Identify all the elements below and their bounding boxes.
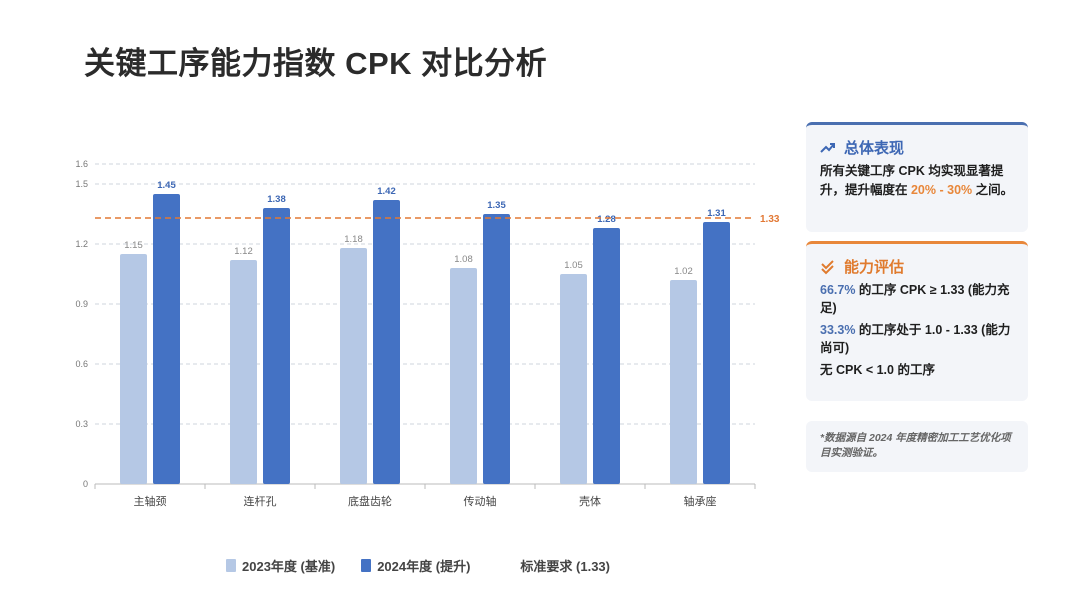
bar-2023 bbox=[560, 274, 587, 484]
y-tick-label: 1.6 bbox=[75, 159, 88, 169]
data-label: 1.45 bbox=[157, 180, 176, 191]
data-label: 1.42 bbox=[377, 186, 396, 197]
chart-legend: 2023年度 (基准) 2024年度 (提升) 标准要求 (1.33) bbox=[226, 556, 636, 575]
bar-2024 bbox=[373, 200, 400, 484]
ability-line-none-below: 无 CPK < 1.0 的工序 bbox=[820, 363, 935, 377]
data-label: 1.18 bbox=[344, 234, 363, 245]
ability-card-title: 能力评估 bbox=[844, 259, 905, 276]
y-tick-label: 0.3 bbox=[75, 419, 88, 429]
legend-item-2024: 2024年度 (提升) bbox=[361, 556, 470, 575]
bar-2024 bbox=[263, 208, 290, 484]
data-source-note: *数据源自 2024 年度精密加工工艺优化项目实测验证。 bbox=[806, 421, 1028, 472]
data-label: 1.38 bbox=[267, 194, 286, 205]
cpk-bar-chart: 0 0.3 0.6 0.9 1.2 1.5 1.6 1.15 1.45 主轴颈 1.12 1.38 连杆… bbox=[75, 159, 780, 508]
x-tick-label: 主轴颈 bbox=[134, 494, 167, 508]
data-label: 1.05 bbox=[564, 260, 583, 271]
ability-line-acceptable: 33.3% 的工序处于 1.0 - 1.33 (能力尚可) bbox=[820, 323, 1011, 355]
bar-2024 bbox=[703, 222, 730, 484]
x-tick-label: 轴承座 bbox=[684, 494, 717, 508]
legend-item-2023: 2023年度 (基准) bbox=[226, 556, 335, 575]
bar-2023 bbox=[120, 254, 147, 484]
x-tick-label: 壳体 bbox=[579, 494, 601, 508]
data-label: 1.12 bbox=[234, 246, 253, 257]
bar-2024 bbox=[593, 228, 620, 484]
overall-card-text: 所有关键工序 CPK 均实现显著提升，提升幅度在 20% - 30% 之间。 bbox=[820, 164, 1014, 197]
data-label: 1.15 bbox=[124, 240, 143, 251]
bar-2024 bbox=[153, 194, 180, 484]
data-label: 1.31 bbox=[707, 208, 726, 219]
bar-2023 bbox=[450, 268, 477, 484]
overall-card-title: 总体表现 bbox=[844, 140, 905, 157]
overall-performance-card: 总体表现 所有关键工序 CPK 均实现显著提升，提升幅度在 20% - 30% … bbox=[806, 122, 1028, 232]
ability-line-sufficient: 66.7% 的工序 CPK ≥ 1.33 (能力充足) bbox=[820, 283, 1010, 315]
threshold-label: 1.33 bbox=[760, 214, 780, 225]
y-tick-label: 1.2 bbox=[75, 239, 88, 249]
x-tick-label: 传动轴 bbox=[464, 494, 497, 508]
bar-2023 bbox=[340, 248, 367, 484]
x-tick-label: 底盘齿轮 bbox=[348, 494, 392, 508]
ability-assessment-card: 能力评估 66.7% 的工序 CPK ≥ 1.33 (能力充足) 33.3% 的… bbox=[806, 241, 1028, 401]
y-tick-label: 0.9 bbox=[75, 299, 88, 309]
data-label: 1.02 bbox=[674, 266, 693, 277]
bar-2023 bbox=[670, 280, 697, 484]
double-check-icon bbox=[820, 259, 836, 275]
improvement-range: 20% - 30% bbox=[910, 183, 973, 197]
y-tick-label: 0 bbox=[83, 479, 88, 489]
x-tick-label: 连杆孔 bbox=[244, 494, 277, 508]
y-tick-label: 0.6 bbox=[75, 359, 88, 369]
trend-up-icon bbox=[820, 140, 836, 156]
bar-2023 bbox=[230, 260, 257, 484]
y-tick-label: 1.5 bbox=[75, 179, 88, 189]
data-label: 1.08 bbox=[454, 254, 473, 265]
data-label: 1.35 bbox=[487, 200, 506, 211]
legend-item-threshold: 标准要求 (1.33) bbox=[520, 559, 610, 574]
page-title: 关键工序能力指数 CPK 对比分析 bbox=[84, 46, 548, 81]
data-label: 1.28 bbox=[597, 214, 616, 225]
bar-2024 bbox=[483, 214, 510, 484]
